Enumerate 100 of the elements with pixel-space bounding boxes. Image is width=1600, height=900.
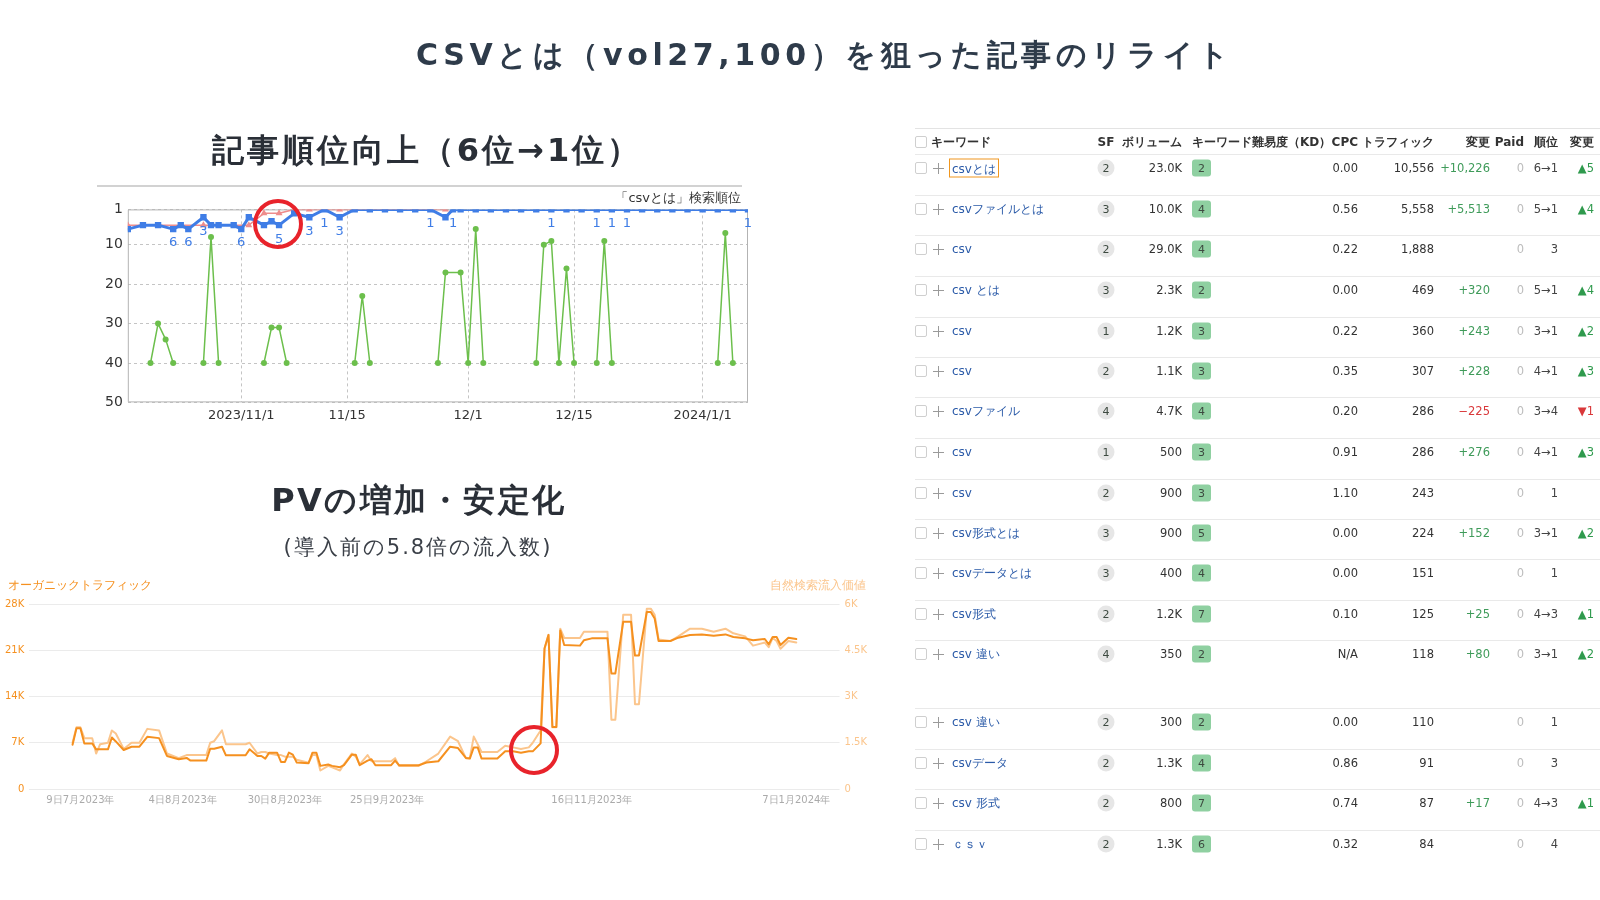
data-label: 1 (607, 214, 616, 230)
data-label: +5,513 (1447, 201, 1490, 217)
x-tick-label: 4日8月2023年 (148, 793, 217, 805)
data-label: 0.00 (1332, 525, 1358, 541)
category-label: csvデータ (952, 755, 1008, 771)
data-label: 0 (1516, 363, 1524, 379)
data-label: 800 (1160, 795, 1182, 811)
data-label: 2 (1097, 713, 1115, 731)
x-tick-label: 12/15 (555, 406, 593, 422)
data-label: 3 (305, 222, 314, 238)
category-label: ｃｓｖ (952, 836, 988, 852)
data-label: 0 (1516, 323, 1524, 339)
data-label: +243 (1458, 323, 1490, 339)
data-label: 1.10 (1332, 485, 1358, 501)
data-label: 1 (1097, 322, 1115, 340)
data-label: 6 (1192, 835, 1211, 853)
data-label: 1 (448, 214, 458, 230)
data-label: 900 (1160, 485, 1182, 501)
data-label: 2 (1192, 281, 1211, 299)
data-label: 3 (1097, 200, 1115, 218)
data-label: 2 (1097, 240, 1115, 258)
data-label: 900 (1160, 525, 1182, 541)
data-label: +152 (1458, 525, 1490, 541)
data-label: 2 (1097, 484, 1115, 502)
rectangle-outline: csvとは (949, 158, 999, 178)
y-tick-label: 50 (104, 393, 123, 410)
data-label: 2 (1097, 754, 1115, 772)
data-label: 4.7K (1156, 403, 1182, 419)
data-label: 6 (184, 234, 193, 250)
chart-title: 記事順位向上（6位→1位） (211, 131, 643, 170)
data-label: ▲5 (1577, 160, 1594, 176)
data-label: 400 (1160, 565, 1182, 581)
data-label: 3 (1192, 443, 1211, 461)
data-label: 4 (1192, 200, 1211, 218)
data-label: 1.1K (1156, 363, 1182, 379)
data-label: 151 (1412, 565, 1434, 581)
data-label: 0.10 (1332, 606, 1358, 622)
data-label: 0.86 (1332, 755, 1358, 771)
series-label: キーワード難易度（KD） (1192, 134, 1332, 150)
data-label: 1 (1550, 485, 1558, 501)
data-label: 0.91 (1332, 444, 1358, 460)
data-label: ▲4 (1577, 201, 1594, 217)
data-label: 1,888 (1401, 241, 1434, 257)
data-label: 0.74 (1332, 795, 1358, 811)
data-label: 4→1 (1533, 363, 1558, 379)
data-label: 5 (1192, 524, 1211, 542)
data-label: 4 (1192, 754, 1211, 772)
data-label: 350 (1160, 646, 1182, 662)
y-tick-label: 0 (17, 782, 25, 794)
data-label: 0 (1516, 241, 1524, 257)
data-label: 0.00 (1332, 160, 1358, 176)
x-tick-label: 11/15 (328, 406, 366, 422)
data-label: 3→1 (1533, 525, 1558, 541)
data-label: +17 (1465, 795, 1490, 811)
data-label: 3 (335, 222, 344, 238)
x-tick-label: 7日1月2024年 (762, 793, 831, 805)
data-label: 5 (274, 230, 284, 246)
x-tick-label: 16日11月2023年 (551, 793, 633, 805)
y-tick-label: 7K (11, 736, 25, 748)
data-label: 4→3 (1533, 795, 1558, 811)
chart-title: PVの増加・安定化 (271, 481, 567, 520)
data-label: 5→1 (1533, 282, 1558, 298)
y2-tick-label: 6K (844, 597, 858, 609)
data-label: 3 (1097, 564, 1115, 582)
data-label: 0 (1516, 160, 1524, 176)
data-label: ▲2 (1577, 646, 1594, 662)
data-label: 91 (1419, 755, 1434, 771)
category-label: csv とは (952, 282, 1000, 298)
data-label: 0.22 (1332, 241, 1358, 257)
data-label: 4 (1192, 240, 1211, 258)
category-label: csv (952, 241, 972, 257)
data-label: 4 (1192, 564, 1211, 582)
legend-label: CPC (1331, 134, 1358, 150)
data-label: 4 (1097, 645, 1115, 663)
data-label: 29.0K (1148, 241, 1182, 257)
data-label: 6→1 (1533, 160, 1558, 176)
data-label: 7 (1192, 605, 1211, 623)
data-label: ▲4 (1577, 282, 1594, 298)
data-label: 110 (1412, 714, 1434, 730)
y-tick-label: 1 (113, 200, 123, 217)
category-label: csv (952, 485, 972, 501)
data-label: 1 (743, 214, 753, 230)
data-label: ▼1 (1577, 403, 1594, 419)
data-label: ▲3 (1577, 363, 1594, 379)
data-label: 7 (1192, 794, 1211, 812)
y2-tick-label: 4.5K (844, 643, 868, 655)
data-label: 0 (1516, 403, 1524, 419)
y-tick-label: 20 (104, 274, 123, 291)
data-label: 5,558 (1401, 201, 1434, 217)
data-label: 243 (1412, 485, 1434, 501)
data-label: 469 (1412, 282, 1434, 298)
category-label: csv 違い (952, 646, 1000, 662)
data-label: 10,556 (1393, 160, 1434, 176)
data-label: −225 (1458, 403, 1490, 419)
text: 変更 (1466, 134, 1490, 150)
data-label: 1.2K (1156, 323, 1182, 339)
data-label: 3→4 (1533, 403, 1558, 419)
x-tick-label: 2024/1/1 (673, 406, 732, 422)
data-label: 3→1 (1533, 323, 1558, 339)
y-tick-label: 10 (104, 235, 123, 252)
